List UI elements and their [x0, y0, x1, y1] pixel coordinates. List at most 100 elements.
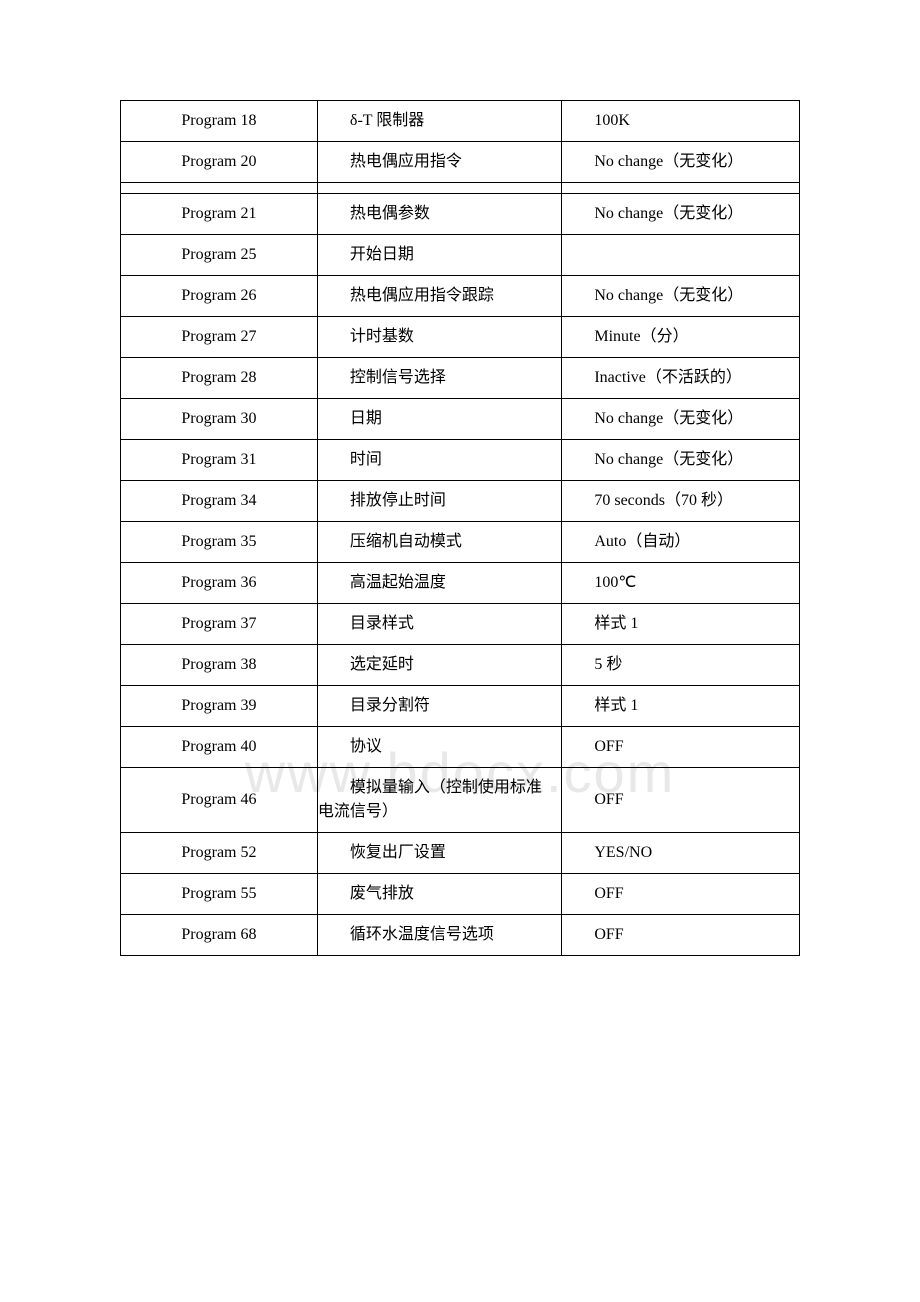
program-value-text: Minute（分） — [562, 325, 795, 349]
program-id-cell: Program 38 — [121, 645, 318, 686]
program-value-text: No change（无变化） — [562, 202, 795, 226]
program-value-cell: Auto（自动） — [562, 522, 800, 563]
program-value-cell: No change（无变化） — [562, 440, 800, 481]
program-id-cell: Program 30 — [121, 399, 318, 440]
program-desc-cell: 压缩机自动模式 — [317, 522, 561, 563]
program-value-cell: 70 seconds（70 秒） — [562, 481, 800, 522]
table-row: Program 30日期No change（无变化） — [121, 399, 800, 440]
program-id-cell: Program 20 — [121, 142, 318, 183]
program-value-text: 70 seconds（70 秒） — [562, 489, 795, 513]
program-value-text: 样式 1 — [562, 694, 795, 718]
program-desc-cell: 热电偶应用指令 — [317, 142, 561, 183]
program-value-text: No change（无变化） — [562, 407, 795, 431]
table-row: Program 68循环水温度信号选项OFF — [121, 915, 800, 956]
program-desc-text: δ-T 限制器 — [318, 109, 557, 133]
table-row: Program 55废气排放OFF — [121, 874, 800, 915]
program-desc-cell: 循环水温度信号选项 — [317, 915, 561, 956]
program-value-cell — [562, 235, 800, 276]
table-row: Program 39目录分割符样式 1 — [121, 686, 800, 727]
program-desc-cell: 日期 — [317, 399, 561, 440]
program-desc-cell: 热电偶参数 — [317, 194, 561, 235]
program-value-cell: 100℃ — [562, 563, 800, 604]
table-row: Program 37目录样式样式 1 — [121, 604, 800, 645]
program-value-cell: 100K — [562, 101, 800, 142]
program-desc-text: 开始日期 — [318, 243, 557, 267]
program-id-cell: Program 35 — [121, 522, 318, 563]
program-desc-text: 循环水温度信号选项 — [318, 923, 557, 947]
table-row: Program 28控制信号选择Inactive（不活跃的） — [121, 358, 800, 399]
table-row: Program 25开始日期 — [121, 235, 800, 276]
program-desc-cell: 模拟量输入（控制使用标准电流信号） — [317, 768, 561, 833]
program-id-cell: Program 31 — [121, 440, 318, 481]
program-id-cell: Program 27 — [121, 317, 318, 358]
program-id-cell: Program 36 — [121, 563, 318, 604]
program-value-text: 100℃ — [562, 571, 795, 595]
table-row: Program 27计时基数Minute（分） — [121, 317, 800, 358]
table-row: Program 26热电偶应用指令跟踪No change（无变化） — [121, 276, 800, 317]
program-desc-text: 排放停止时间 — [318, 489, 557, 513]
program-value-text: No change（无变化） — [562, 150, 795, 174]
program-desc-text: 模拟量输入（控制使用标准电流信号） — [318, 776, 557, 824]
program-desc-cell: 目录分割符 — [317, 686, 561, 727]
program-id-cell: Program 40 — [121, 727, 318, 768]
program-desc-text: 协议 — [318, 735, 557, 759]
program-desc-cell: 开始日期 — [317, 235, 561, 276]
program-id-cell: Program 46 — [121, 768, 318, 833]
program-desc-cell: 选定延时 — [317, 645, 561, 686]
program-value-text: Auto（自动） — [562, 530, 795, 554]
program-desc-text: 热电偶参数 — [318, 202, 557, 226]
program-value-cell: No change（无变化） — [562, 142, 800, 183]
program-value-cell: No change（无变化） — [562, 399, 800, 440]
program-desc-cell: 时间 — [317, 440, 561, 481]
program-desc-text: 时间 — [318, 448, 557, 472]
program-id-cell: Program 68 — [121, 915, 318, 956]
program-value-text: OFF — [562, 923, 795, 947]
spacer-cell — [317, 183, 561, 194]
program-value-cell: 样式 1 — [562, 604, 800, 645]
page-container: www.bdocx.com Program 18δ-T 限制器100KProgr… — [120, 100, 800, 956]
program-value-cell: OFF — [562, 915, 800, 956]
program-desc-cell: 计时基数 — [317, 317, 561, 358]
program-desc-text: 目录样式 — [318, 612, 557, 636]
program-desc-text: 热电偶应用指令跟踪 — [318, 284, 557, 308]
spacer-row — [121, 183, 800, 194]
program-value-cell: 5 秒 — [562, 645, 800, 686]
program-value-text: Inactive（不活跃的） — [562, 366, 795, 390]
spacer-cell — [121, 183, 318, 194]
program-value-text: OFF — [562, 735, 795, 759]
table-row: Program 21热电偶参数No change（无变化） — [121, 194, 800, 235]
table-row: Program 31时间No change（无变化） — [121, 440, 800, 481]
program-value-text: No change（无变化） — [562, 284, 795, 308]
table-row: Program 52恢复出厂设置YES/NO — [121, 833, 800, 874]
program-value-cell: YES/NO — [562, 833, 800, 874]
program-value-text: 样式 1 — [562, 612, 795, 636]
program-id-cell: Program 18 — [121, 101, 318, 142]
program-id-cell: Program 28 — [121, 358, 318, 399]
program-id-cell: Program 52 — [121, 833, 318, 874]
program-value-cell: OFF — [562, 727, 800, 768]
program-desc-text: 恢复出厂设置 — [318, 841, 557, 865]
program-id-cell: Program 34 — [121, 481, 318, 522]
program-desc-text: 日期 — [318, 407, 557, 431]
table-row: Program 35压缩机自动模式Auto（自动） — [121, 522, 800, 563]
program-value-cell: No change（无变化） — [562, 194, 800, 235]
program-desc-text: 目录分割符 — [318, 694, 557, 718]
table-row: Program 18δ-T 限制器100K — [121, 101, 800, 142]
program-desc-text: 计时基数 — [318, 325, 557, 349]
table-row: Program 40协议OFF — [121, 727, 800, 768]
table-row: Program 20热电偶应用指令No change（无变化） — [121, 142, 800, 183]
spacer-cell — [562, 183, 800, 194]
program-desc-cell: 高温起始温度 — [317, 563, 561, 604]
program-value-text: OFF — [562, 882, 795, 906]
program-id-cell: Program 25 — [121, 235, 318, 276]
table-row: Program 34排放停止时间70 seconds（70 秒） — [121, 481, 800, 522]
table-row: Program 46模拟量输入（控制使用标准电流信号）OFF — [121, 768, 800, 833]
program-value-text: YES/NO — [562, 841, 795, 865]
program-table: Program 18δ-T 限制器100KProgram 20热电偶应用指令No… — [120, 100, 800, 956]
program-value-text: 5 秒 — [562, 653, 795, 677]
program-id-cell: Program 37 — [121, 604, 318, 645]
program-desc-cell: 排放停止时间 — [317, 481, 561, 522]
program-desc-cell: 恢复出厂设置 — [317, 833, 561, 874]
program-desc-text: 压缩机自动模式 — [318, 530, 557, 554]
program-value-cell: No change（无变化） — [562, 276, 800, 317]
